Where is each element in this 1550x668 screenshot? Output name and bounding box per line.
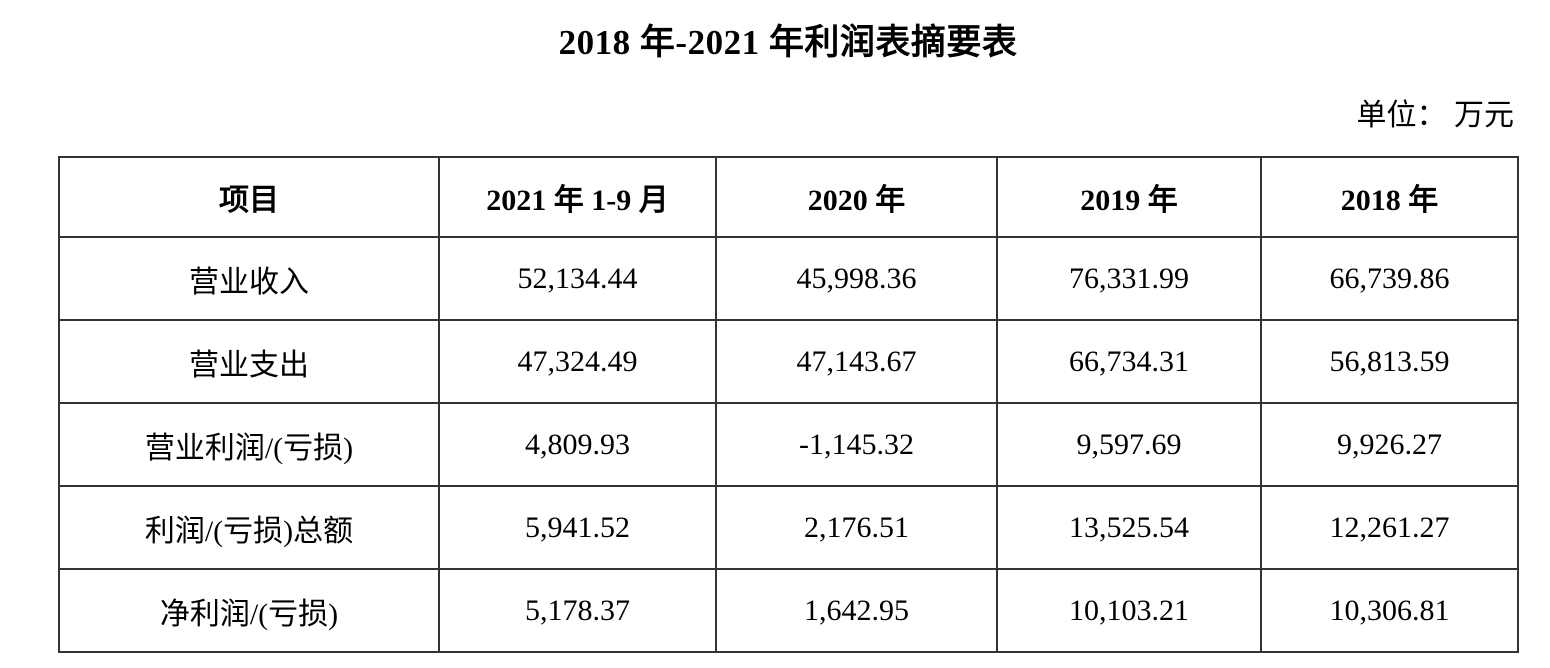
page-title: 2018 年-2021 年利润表摘要表 bbox=[558, 23, 1018, 62]
cell-value: 13,525.54 bbox=[996, 485, 1262, 570]
cell-value: 45,998.36 bbox=[715, 236, 998, 321]
cell-value: 9,926.27 bbox=[1260, 402, 1519, 487]
header-2018: 2018 年 bbox=[1260, 156, 1519, 238]
row-label: 利润/(亏损)总额 bbox=[58, 485, 440, 570]
cell-value: 66,739.86 bbox=[1260, 236, 1519, 321]
cell-value: 76,331.99 bbox=[996, 236, 1262, 321]
row-label: 营业支出 bbox=[58, 319, 440, 404]
cell-value: 10,306.81 bbox=[1260, 568, 1519, 653]
cell-value: 56,813.59 bbox=[1260, 319, 1519, 404]
table-row-net-profit-loss: 净利润/(亏损) 5,178.37 1,642.95 10,103.21 10,… bbox=[58, 568, 1519, 653]
row-label: 营业利润/(亏损) bbox=[58, 402, 440, 487]
cell-value: 66,734.31 bbox=[996, 319, 1262, 404]
cell-value: 2,176.51 bbox=[715, 485, 998, 570]
cell-value: 1,642.95 bbox=[715, 568, 998, 653]
cell-value: 47,324.49 bbox=[438, 319, 717, 404]
header-2020: 2020 年 bbox=[715, 156, 998, 238]
cell-value: -1,145.32 bbox=[715, 402, 998, 487]
header-2019: 2019 年 bbox=[996, 156, 1262, 238]
cell-value: 47,143.67 bbox=[715, 319, 998, 404]
table-row-operating-profit-loss: 营业利润/(亏损) 4,809.93 -1,145.32 9,597.69 9,… bbox=[58, 402, 1519, 487]
profit-summary-table: 项目 2021 年 1-9 月 2020 年 2019 年 2018 年 营业收… bbox=[58, 156, 1519, 653]
cell-value: 12,261.27 bbox=[1260, 485, 1519, 570]
cell-value: 9,597.69 bbox=[996, 402, 1262, 487]
cell-value: 4,809.93 bbox=[438, 402, 717, 487]
table-row-total-profit-loss: 利润/(亏损)总额 5,941.52 2,176.51 13,525.54 12… bbox=[58, 485, 1519, 570]
cell-value: 52,134.44 bbox=[438, 236, 717, 321]
header-2021-1-9: 2021 年 1-9 月 bbox=[438, 156, 717, 238]
cell-value: 5,178.37 bbox=[438, 568, 717, 653]
row-label: 营业收入 bbox=[58, 236, 440, 321]
table-header-row: 项目 2021 年 1-9 月 2020 年 2019 年 2018 年 bbox=[58, 156, 1519, 238]
cell-value: 10,103.21 bbox=[996, 568, 1262, 653]
document-content: 2018 年-2021 年利润表摘要表 单位： 万元 项目 2021 年 1-9… bbox=[58, 0, 1519, 653]
row-label: 净利润/(亏损) bbox=[58, 568, 440, 653]
cell-value: 5,941.52 bbox=[438, 485, 717, 570]
header-item: 项目 bbox=[58, 156, 440, 238]
table-row-operating-expense: 营业支出 47,324.49 47,143.67 66,734.31 56,81… bbox=[58, 319, 1519, 404]
table-row-operating-revenue: 营业收入 52,134.44 45,998.36 76,331.99 66,73… bbox=[58, 236, 1519, 321]
unit-label: 单位： 万元 bbox=[1356, 99, 1515, 132]
